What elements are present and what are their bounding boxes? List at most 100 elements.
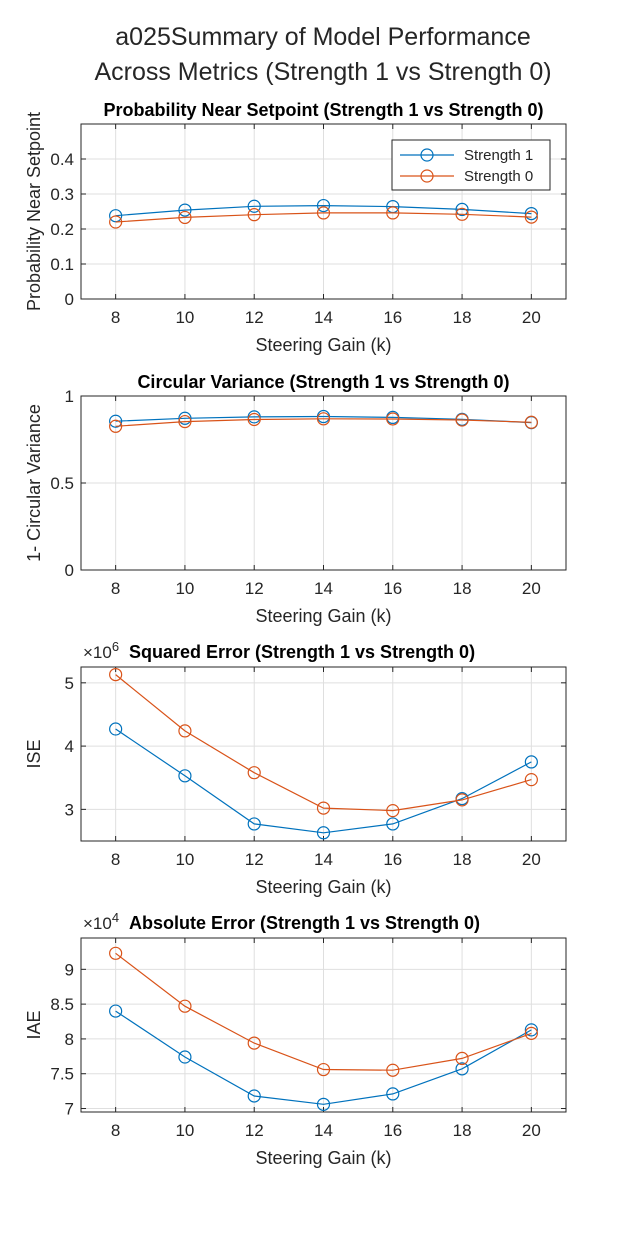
x-tick-label: 20	[522, 308, 541, 327]
data-point	[524, 207, 538, 221]
legend-label: Strength 0	[464, 168, 533, 185]
legend-label: Strength 1	[464, 147, 533, 164]
x-tick-label: 20	[522, 1121, 541, 1140]
x-tick-label: 14	[314, 579, 333, 598]
subplot-title: Squared Error (Strength 1 vs Strength 0)	[129, 642, 475, 662]
axis-exponent: ×106	[83, 639, 119, 662]
y-tick-label: 8	[65, 1030, 74, 1049]
figure-title-line-1: a025Summary of Model Performance	[115, 23, 530, 51]
data-point	[386, 817, 400, 831]
y-tick-label: 0.4	[50, 150, 74, 169]
series-line-strength-1	[115, 728, 532, 834]
subplot-title: Probability Near Setpoint (Strength 1 vs…	[103, 100, 543, 120]
legend-swatch-marker	[420, 148, 434, 162]
subplot-4: 8 10 12 14 16 18 20 7 7.5 8 8.5 9 ×104 Absolute Error…	[24, 910, 567, 1168]
data-point	[247, 199, 261, 213]
x-tick-label: 18	[453, 579, 472, 598]
y-tick-label: 7	[65, 1100, 74, 1119]
data-point	[178, 203, 192, 217]
series-line-strength-0	[115, 212, 532, 223]
y-tick-label: 5	[65, 674, 74, 693]
data-point	[455, 413, 469, 427]
x-axis-label: Steering Gain (k)	[255, 877, 391, 897]
x-tick-label: 12	[245, 1121, 264, 1140]
y-tick-label: 0	[65, 561, 74, 580]
x-tick-label: 20	[522, 850, 541, 869]
data-point	[247, 1089, 261, 1103]
series-line-strength-1	[115, 415, 532, 424]
x-tick-label: 18	[453, 1121, 472, 1140]
data-point	[316, 1062, 331, 1077]
data-point	[109, 1004, 123, 1018]
data-point	[455, 1062, 469, 1076]
subplot-2: 8 10 12 14 16 18 20 0 0.5 1 Circular Variance (Str…	[24, 372, 567, 626]
data-point	[316, 412, 331, 426]
legend-box	[391, 139, 551, 191]
x-tick-label: 14	[314, 850, 333, 869]
data-point	[386, 804, 400, 818]
x-tick-label: 8	[111, 850, 120, 869]
data-point	[109, 946, 123, 960]
data-point	[178, 999, 192, 1013]
series-line-strength-0	[115, 674, 532, 812]
y-tick-label: 3	[65, 800, 74, 819]
y-axis-label: IAE	[24, 1010, 44, 1039]
data-point	[316, 198, 331, 213]
data-point	[524, 755, 538, 769]
x-tick-label: 12	[245, 579, 264, 598]
data-point	[109, 215, 123, 229]
data-point	[247, 208, 261, 222]
data-point	[524, 210, 538, 224]
data-point	[524, 415, 538, 429]
data-point	[386, 206, 400, 220]
y-tick-label: 1	[65, 387, 74, 406]
data-point	[455, 1051, 469, 1066]
x-tick-label: 10	[175, 579, 194, 598]
x-axis-label: Steering Gain (k)	[255, 1148, 391, 1168]
x-tick-label: 8	[111, 308, 120, 327]
legend: Strength 1 Strength 0	[391, 139, 551, 191]
y-tick-label: 0.1	[50, 255, 74, 274]
y-tick-label: 0.3	[50, 185, 74, 204]
x-tick-label: 18	[453, 850, 472, 869]
x-axis-label: Steering Gain (k)	[255, 606, 391, 626]
data-point	[109, 419, 123, 433]
x-tick-label: 20	[522, 579, 541, 598]
y-tick-label: 8.5	[50, 995, 74, 1014]
data-point	[316, 206, 331, 220]
y-tick-label: 9	[65, 960, 74, 979]
data-point	[178, 210, 192, 225]
subplot-title: Circular Variance (Strength 1 vs Strengt…	[137, 372, 509, 392]
data-point	[178, 724, 192, 738]
exponent-base: ×10	[83, 914, 112, 933]
y-axis-label: ISE	[24, 739, 44, 768]
data-point	[386, 1087, 400, 1101]
data-point	[455, 207, 469, 221]
data-point	[524, 1023, 538, 1037]
data-point	[109, 667, 123, 682]
data-point	[316, 1097, 331, 1111]
subplot-3: 8 10 12 14 16 18 20 3 4 5 ×106 Squared Error (Stren…	[24, 639, 567, 897]
y-axis-label: Probability Near Setpoint	[24, 112, 44, 311]
data-point	[455, 793, 469, 807]
data-point	[247, 412, 261, 427]
x-tick-label: 16	[383, 1121, 402, 1140]
exponent-power: 4	[112, 910, 119, 925]
exponent-power: 6	[112, 639, 119, 654]
x-tick-label: 10	[175, 850, 194, 869]
series-line-strength-0	[115, 418, 532, 427]
exponent-base: ×10	[83, 643, 112, 662]
x-tick-label: 16	[383, 579, 402, 598]
y-axis-label: 1- Circular Variance	[24, 404, 44, 562]
x-tick-label: 12	[245, 308, 264, 327]
y-tick-label: 0	[65, 290, 74, 309]
data-point	[109, 414, 123, 428]
x-axis-label: Steering Gain (k)	[255, 335, 391, 355]
x-tick-label: 8	[111, 579, 120, 598]
data-point	[247, 766, 261, 780]
data-point	[524, 1026, 538, 1040]
y-tick-label: 7.5	[50, 1065, 74, 1084]
x-tick-label: 10	[175, 308, 194, 327]
figure-title-line-2: Across Metrics (Strength 1 vs Strength 0…	[94, 58, 551, 86]
